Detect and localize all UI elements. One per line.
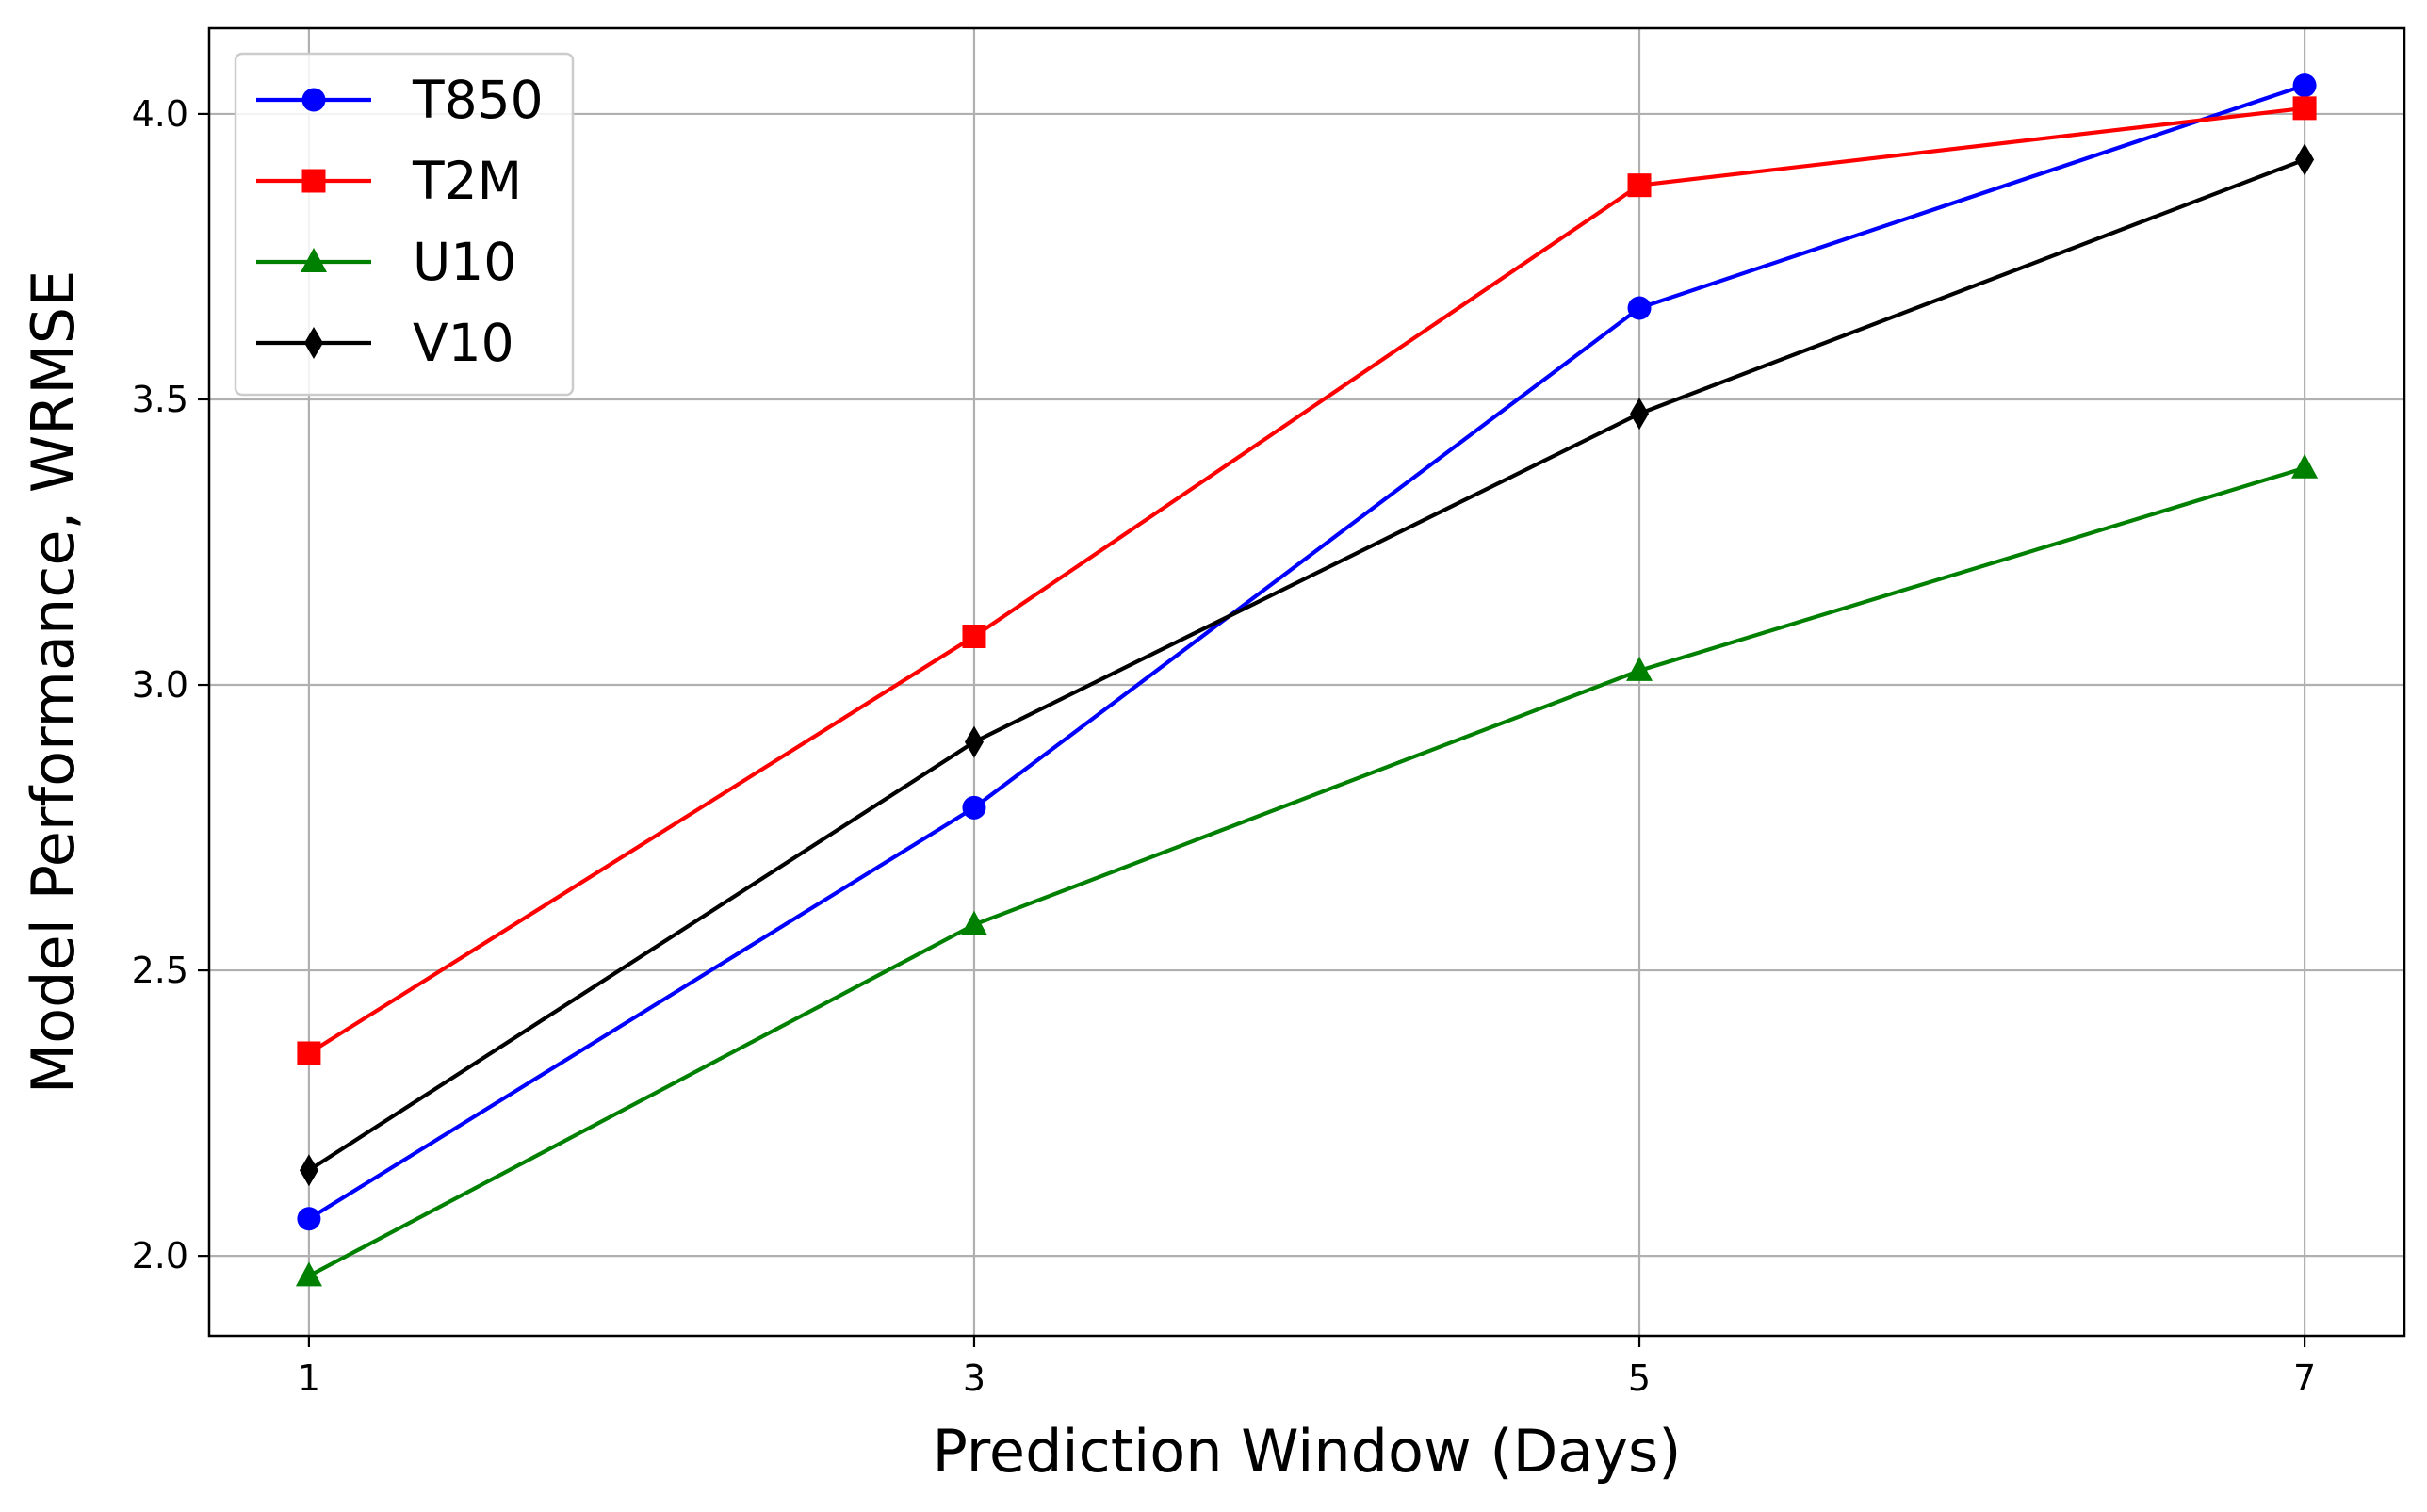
x-tick-label: 3 xyxy=(963,1358,985,1399)
legend: T850 T2M U10 V10 xyxy=(234,52,575,397)
legend-item-v10: V10 xyxy=(256,313,514,373)
data-point-t2m xyxy=(962,625,986,649)
data-point-u10 xyxy=(2291,453,2319,479)
data-point-t2m xyxy=(297,1041,321,1065)
data-point-u10 xyxy=(1626,656,1653,681)
series-t850 xyxy=(297,73,2317,1231)
legend-marker xyxy=(301,248,327,272)
y-tick-label: 3.5 xyxy=(132,379,188,420)
series-v10 xyxy=(299,143,2315,1187)
legend-label: V10 xyxy=(413,313,514,373)
legend-item-u10: U10 xyxy=(256,232,516,292)
legend-box xyxy=(234,52,575,397)
series-u10 xyxy=(295,453,2319,1287)
y-tick-label: 2.5 xyxy=(132,950,188,991)
data-point-v10 xyxy=(2295,143,2315,176)
data-point-u10 xyxy=(960,910,987,935)
series-layer xyxy=(295,73,2319,1287)
legend-item-t2m: T2M xyxy=(256,151,522,211)
series-line-t850 xyxy=(307,83,2305,1221)
series-line-v10 xyxy=(307,157,2305,1172)
x-tick-label: 7 xyxy=(2293,1358,2316,1399)
legend-marker xyxy=(301,169,326,193)
series-line-u10 xyxy=(307,465,2305,1278)
data-point-t850 xyxy=(962,795,986,820)
data-point-t850 xyxy=(297,1207,321,1231)
y-tick-label: 4.0 xyxy=(132,93,188,135)
legend-marker xyxy=(304,327,323,359)
data-point-v10 xyxy=(1630,398,1650,431)
plot-frame xyxy=(207,26,2406,1338)
legend-label: T2M xyxy=(412,151,522,211)
data-point-v10 xyxy=(964,725,984,758)
y-axis-label: Model Performance, WRMSE xyxy=(19,270,88,1095)
x-tick-label: 5 xyxy=(1628,1358,1651,1399)
grid-lines xyxy=(209,28,2404,1336)
series-t2m xyxy=(297,96,2317,1065)
legend-label: U10 xyxy=(413,232,516,292)
data-point-t850 xyxy=(1627,296,1652,320)
y-tick-label: 3.0 xyxy=(132,664,188,706)
data-point-t2m xyxy=(2292,96,2317,121)
legend-label: T850 xyxy=(412,70,544,130)
x-tick-label: 1 xyxy=(298,1358,320,1399)
legend-item-t850: T850 xyxy=(256,70,544,130)
data-point-t2m xyxy=(1627,173,1652,198)
series-line-t2m xyxy=(307,106,2305,1055)
data-point-v10 xyxy=(299,1154,318,1187)
data-point-t850 xyxy=(2292,73,2317,98)
axis-ticks: 1 3 5 7 2.0 2.5 3.0 3.5 4.0 xyxy=(132,93,2317,1399)
x-axis-label: Prediction Window (Days) xyxy=(933,1417,1682,1486)
y-tick-label: 2.0 xyxy=(132,1235,188,1276)
legend-marker xyxy=(301,88,326,112)
data-point-u10 xyxy=(295,1261,322,1287)
